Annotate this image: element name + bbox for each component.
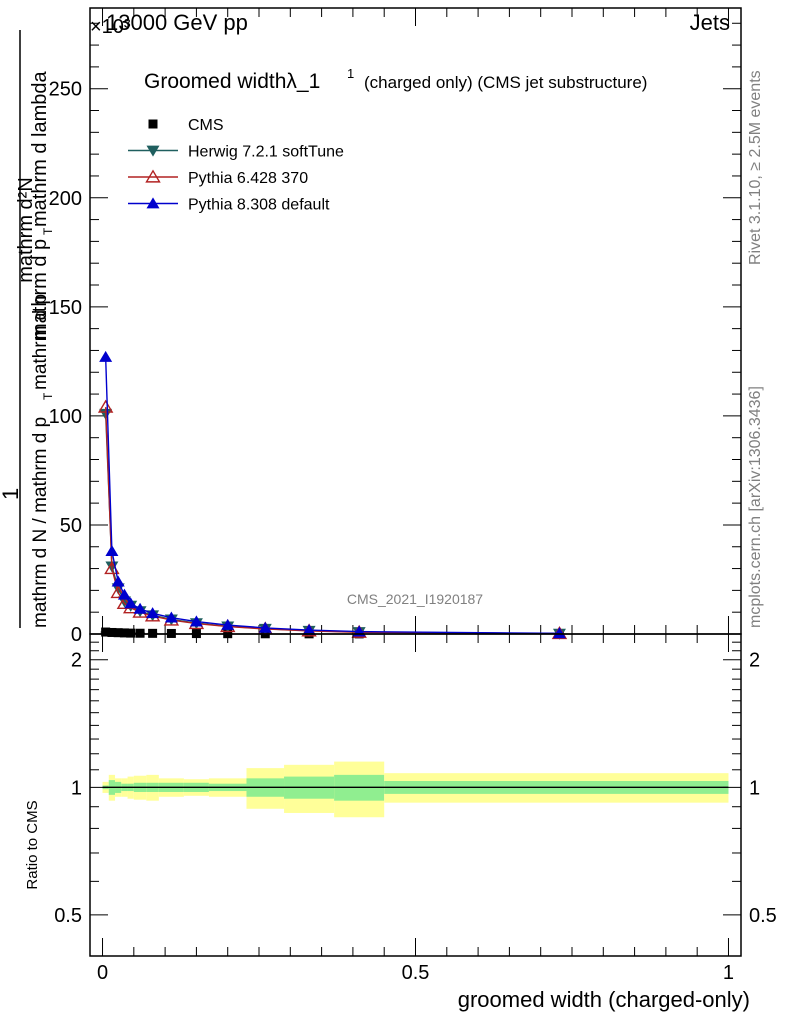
x-tick-label: 1 (723, 962, 734, 984)
ylabel-denominator-tail: mathrm d p (30, 294, 51, 390)
ratio-y-tick-label-right: 0.5 (749, 905, 777, 927)
energy-label: 13000 GeV pp (106, 10, 248, 35)
data-point (552, 627, 566, 639)
data-point (126, 628, 136, 638)
legend-label: CMS (188, 117, 224, 134)
y-tick-label: 150 (49, 297, 82, 319)
data-point (117, 588, 131, 600)
ylabel-numerator-tail: mathrm d lambda (29, 71, 51, 227)
data-point (124, 597, 138, 609)
series-2 (97, 399, 568, 640)
main-plot: 0 50 100 150 200 250 (49, 7, 742, 646)
ratio-y-tick-label: 1 (71, 777, 82, 799)
series-line (104, 413, 560, 635)
plot-title-main: Groomed widthλ_1 (144, 70, 320, 93)
ratio-frame (89, 633, 742, 957)
y-tick-label: 100 (49, 406, 82, 428)
legend-marker (146, 145, 160, 157)
legend-marker (148, 119, 158, 129)
data-point (135, 628, 145, 638)
series-line (104, 407, 560, 635)
watermark: CMS_2021_I1920187 (347, 591, 483, 607)
ylabel-denominator: mathrm d N / mathrm d p (30, 417, 51, 628)
x-tick-label: 0 (97, 962, 108, 984)
data-point (221, 618, 235, 630)
y-tick-label: 50 (60, 515, 82, 537)
series-1 (99, 408, 566, 640)
data-point (99, 350, 113, 362)
ratio-plot: 0.5 0.5 1 1 2 2 0 0.5 1 (54, 633, 777, 984)
main-frame (89, 7, 742, 635)
ratio-ylabel: Ratio to CMS (24, 800, 41, 889)
ylabel-numerator-sub: T (41, 227, 55, 235)
ratio-y-tick-label-right: 2 (749, 650, 760, 672)
data-point (107, 627, 117, 637)
y-tick-label: 250 (49, 79, 82, 101)
data-point (133, 602, 147, 614)
data-point (113, 628, 123, 638)
mcplots-label: mcplots.cern.ch [arXiv:1306.3436] (747, 386, 764, 628)
ratio-y-tick-label: 0.5 (54, 905, 82, 927)
plot-title-tail: (charged only) (CMS jet substructure) (364, 73, 647, 92)
y-tick-label: 200 (49, 188, 82, 210)
data-point (146, 607, 160, 619)
legend-label: Pythia 8.308 default (188, 197, 330, 214)
series-3 (99, 350, 566, 639)
series-line (104, 356, 560, 635)
ratio-y-tick-label-right: 1 (749, 777, 760, 799)
ratio-y-tick-label: 2 (71, 650, 82, 672)
exponent-label: ×10³ (90, 16, 131, 38)
plot-title-sup: 1 (347, 66, 354, 81)
data-point (97, 399, 114, 413)
x-tick-label: 0.5 (402, 962, 430, 984)
legend-label: Pythia 6.428 370 (188, 170, 308, 187)
data-point (189, 615, 203, 627)
main-ylabel: mathrm d²N mathrm d p T mathrm d lambda … (0, 30, 55, 628)
data-point (101, 627, 111, 637)
y-tick-label: 0 (71, 624, 82, 646)
legend-marker (145, 169, 161, 183)
data-point (164, 611, 178, 623)
ylabel-denominator-one: 1 (0, 488, 23, 500)
category-label: Jets (690, 10, 730, 35)
data-point (302, 623, 316, 635)
legend-label: Herwig 7.2.1 softTune (188, 144, 344, 161)
x-axis-label: groomed width (charged-only) (458, 987, 750, 1012)
data-point (119, 628, 129, 638)
legend: CMS Herwig 7.2.1 softTune Pythia 6.428 370… (128, 117, 344, 214)
data-point (105, 544, 119, 556)
data-point (110, 585, 126, 599)
ylabel-denominator-sub: T (41, 392, 55, 400)
data-point (258, 621, 272, 633)
rivet-label: Rivet 3.1.10, ≥ 2.5M events (747, 70, 764, 265)
legend-marker (146, 197, 160, 209)
data-point (111, 575, 125, 587)
ylabel-numerator-dpt: mathrm d p (29, 239, 51, 340)
